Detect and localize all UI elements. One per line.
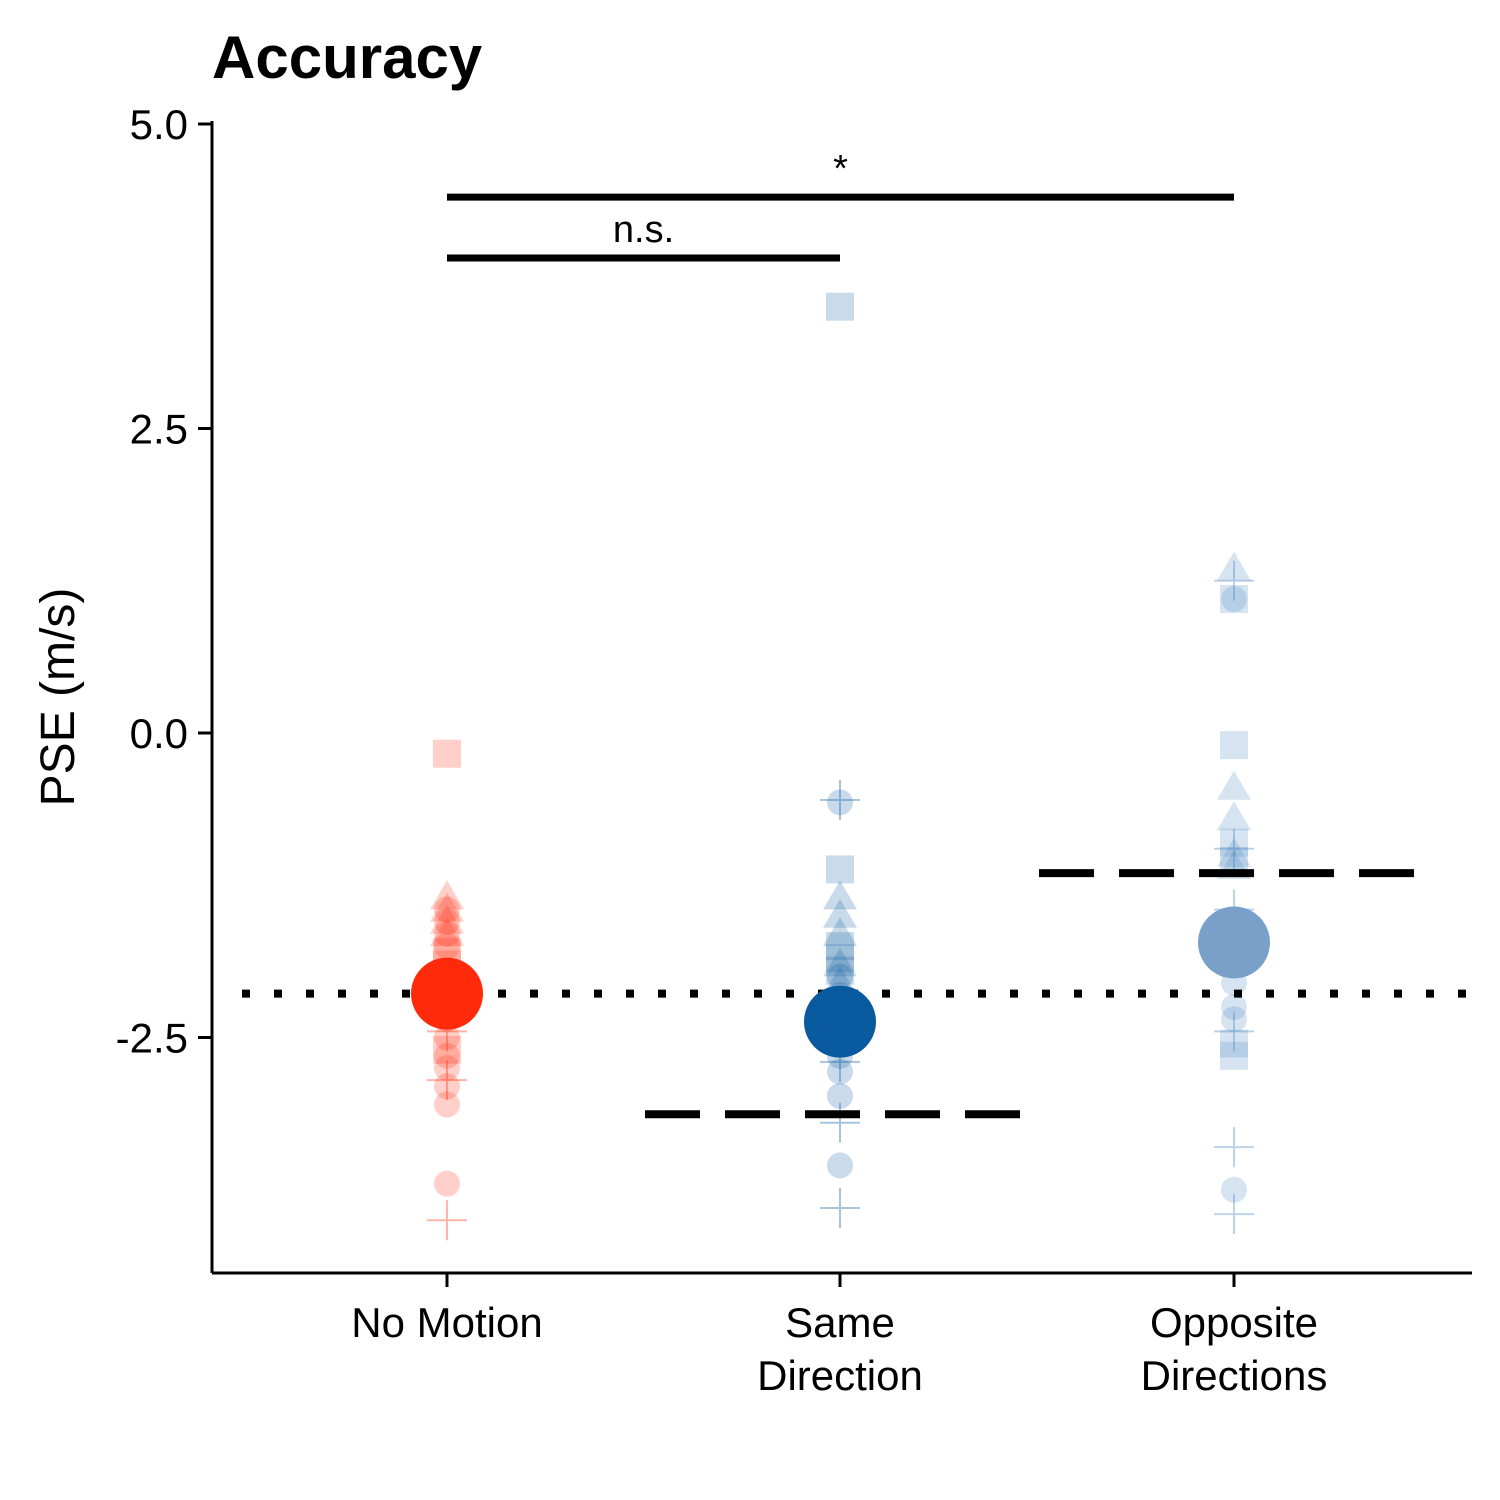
data-point-triangle	[430, 904, 464, 934]
data-point-triangle	[823, 898, 857, 928]
data-point-square	[1220, 1029, 1248, 1058]
data-point-cross	[820, 779, 860, 820]
data-point-circle	[434, 1091, 460, 1118]
data-point-circle	[434, 908, 460, 935]
data-point-circle	[827, 963, 853, 990]
data-point-circle	[1221, 994, 1247, 1021]
data-point-circle	[1221, 1006, 1247, 1033]
data-point-square	[826, 855, 854, 884]
y-tick-label: 2.5	[130, 406, 188, 453]
data-point-cross	[820, 1188, 860, 1229]
data-point-cross	[1214, 828, 1254, 869]
data-point-triangle	[430, 880, 464, 910]
data-point-triangle	[1217, 551, 1251, 581]
group-mean-marker	[804, 985, 876, 1058]
data-point-triangle	[1217, 770, 1251, 800]
x-tick-label: Opposite Directions	[1141, 1299, 1328, 1399]
significance-label: *	[833, 148, 848, 190]
data-point-square	[1220, 585, 1248, 614]
data-point-triangle	[823, 947, 857, 977]
data-point-square	[826, 292, 854, 321]
data-point-triangle	[430, 892, 464, 922]
x-tick-label: No Motion	[351, 1299, 542, 1346]
y-axis-title: PSE (m/s)	[32, 588, 85, 807]
data-point-square	[433, 1035, 461, 1064]
points-layer	[427, 292, 1254, 1241]
chart-title: Accuracy	[212, 24, 483, 91]
group-mean-marker	[1198, 906, 1270, 979]
y-ticks: 5.0 2.5 0.0 -2.5	[116, 101, 212, 1062]
data-point-cross	[1214, 560, 1254, 601]
data-point-cross	[1214, 1194, 1254, 1235]
data-point-circle	[827, 789, 853, 816]
data-point-square	[826, 932, 854, 961]
data-point-circle	[827, 1058, 853, 1085]
data-point-circle	[434, 896, 460, 923]
data-point-circle	[1221, 586, 1247, 613]
data-point-circle	[1221, 1176, 1247, 1203]
data-point-square	[1220, 731, 1248, 760]
data-point-circle	[434, 1024, 460, 1051]
data-point-triangle	[430, 916, 464, 946]
data-point-cross	[427, 1200, 467, 1241]
data-point-circle	[434, 1054, 460, 1081]
data-point-square	[1220, 1041, 1248, 1070]
data-point-circle	[434, 920, 460, 947]
data-point-circle	[434, 1170, 460, 1197]
means-layer	[411, 906, 1270, 1058]
data-point-triangle	[823, 916, 857, 946]
data-point-triangle	[823, 880, 857, 910]
data-point-circle	[827, 1152, 853, 1179]
data-point-triangle	[1217, 837, 1251, 867]
data-point-triangle	[1217, 801, 1251, 831]
data-point-circle	[434, 933, 460, 960]
data-point-square	[826, 956, 854, 985]
x-ticks: No Motion Same Direction Opposite Directions	[351, 1273, 1327, 1399]
y-tick-label: -2.5	[116, 1015, 188, 1062]
data-point-cross	[1214, 1127, 1254, 1168]
data-point-square	[1220, 828, 1248, 857]
data-point-circle	[434, 1073, 460, 1100]
data-point-circle	[827, 1082, 853, 1109]
data-point-square	[826, 944, 854, 973]
significance-layer: * n.s.	[447, 148, 1234, 262]
y-tick-label: 5.0	[130, 101, 188, 148]
y-tick-label: 0.0	[130, 710, 188, 757]
data-point-cross	[820, 1102, 860, 1143]
data-point-cross	[427, 1060, 467, 1101]
data-point-circle	[434, 1042, 460, 1069]
group-mean-marker	[411, 957, 483, 1030]
significance-label: n.s.	[613, 209, 674, 251]
data-point-square	[433, 739, 461, 768]
x-tick-label: Same Direction	[757, 1299, 923, 1399]
data-point-cross	[1214, 1011, 1254, 1052]
